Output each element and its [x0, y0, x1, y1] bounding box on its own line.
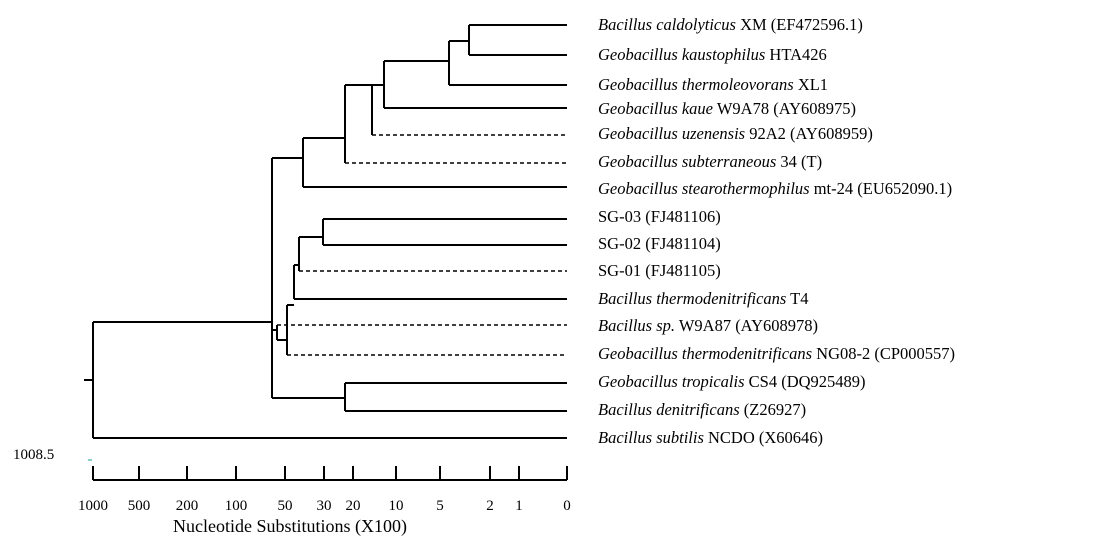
taxon-species-name: Bacillus sp. — [598, 316, 675, 335]
axis-tick-label: 5 — [436, 498, 444, 514]
taxon-labels: Bacillus caldolyticus XM (EF472596.1) Geo… — [598, 15, 955, 447]
axis-tick-label: 200 — [176, 498, 199, 514]
axis-tick-label: 1 — [515, 498, 523, 514]
taxon-species-name: Bacillus caldolyticus — [598, 15, 736, 34]
taxon-label: Bacillus denitrificans (Z26927) — [598, 400, 806, 419]
taxon-label: Geobacillus thermodenitrificans NG08-2 (… — [598, 344, 955, 363]
taxon-label: Bacillus sp. W9A87 (AY608978) — [598, 316, 818, 335]
taxon-label: Geobacillus thermoleovorans XL1 — [598, 75, 828, 94]
taxon-label: Bacillus caldolyticus XM (EF472596.1) — [598, 15, 863, 34]
taxon-label: Geobacillus stearothermophilus mt-24 (EU… — [598, 179, 952, 198]
scale-axis: 1000 500 200 100 50 30 20 10 5 2 1 0 Nucleotide Sub… — [78, 466, 571, 537]
taxon-species-name: Geobacillus kaue — [598, 99, 713, 118]
taxon-label: Geobacillus kaue W9A78 (AY608975) — [598, 99, 856, 118]
taxon-species-name: Geobacillus thermodenitrificans — [598, 344, 812, 363]
taxon-species-name: Bacillus denitrificans — [598, 400, 740, 419]
taxon-label: Bacillus thermodenitrificans T4 — [598, 289, 809, 308]
taxon-species-name: Geobacillus subterraneous — [598, 152, 776, 171]
taxon-strain: SG-01 (FJ481105) — [598, 261, 721, 280]
taxon-species-name: Geobacillus stearothermophilus — [598, 179, 810, 198]
taxon-strain: XL1 — [794, 75, 828, 94]
taxon-strain: (Z26927) — [740, 400, 806, 419]
taxon-label: Geobacillus tropicalis CS4 (DQ925489) — [598, 372, 866, 391]
taxon-species-name: Geobacillus thermoleovorans — [598, 75, 794, 94]
axis-tick-label: 100 — [225, 498, 248, 514]
axis-tick-label: 0 — [563, 498, 571, 514]
taxon-strain: 34 (T) — [776, 152, 822, 171]
taxon-species-name: Geobacillus uzenensis — [598, 124, 745, 143]
taxon-strain: XM (EF472596.1) — [736, 15, 863, 34]
taxon-strain: W9A87 (AY608978) — [675, 316, 818, 335]
axis-title: Nucleotide Substitutions (X100) — [173, 516, 407, 537]
root-value-label: 1008.5 — [13, 447, 54, 463]
taxon-label: Geobacillus kaustophilus HTA426 — [598, 45, 827, 64]
taxon-label: SG-01 (FJ481105) — [598, 261, 721, 280]
taxon-strain: CS4 (DQ925489) — [745, 372, 866, 391]
taxon-label: Geobacillus subterraneous 34 (T) — [598, 152, 822, 171]
taxon-strain: SG-02 (FJ481104) — [598, 234, 721, 253]
taxon-species-name: Bacillus thermodenitrificans — [598, 289, 786, 308]
taxon-label: Geobacillus uzenensis 92A2 (AY608959) — [598, 124, 873, 143]
taxon-strain: W9A78 (AY608975) — [713, 99, 856, 118]
taxon-strain: HTA426 — [765, 45, 826, 64]
axis-tick-label: 2 — [486, 498, 494, 514]
axis-tick-label: 30 — [317, 498, 332, 514]
taxon-strain: mt-24 (EU652090.1) — [810, 179, 953, 198]
taxon-strain: SG-03 (FJ481106) — [598, 207, 721, 226]
taxon-species-name: Geobacillus tropicalis — [598, 372, 745, 391]
axis-tick-label: 50 — [278, 498, 293, 514]
taxon-label: SG-02 (FJ481104) — [598, 234, 721, 253]
axis-tick-label: 20 — [346, 498, 361, 514]
taxon-strain: T4 — [786, 289, 808, 308]
taxon-species-name: Geobacillus kaustophilus — [598, 45, 765, 64]
taxon-strain: 92A2 (AY608959) — [745, 124, 873, 143]
taxon-strain: NCDO (X60646) — [704, 428, 823, 447]
taxon-label: Bacillus subtilis NCDO (X60646) — [598, 428, 823, 447]
taxon-strain: NG08-2 (CP000557) — [812, 344, 955, 363]
axis-tick-label: 1000 — [78, 498, 108, 514]
axis-tick-label: 500 — [128, 498, 151, 514]
axis-ticks: 1000 500 200 100 50 30 20 10 5 2 1 0 — [78, 466, 571, 514]
taxon-label: SG-03 (FJ481106) — [598, 207, 721, 226]
taxon-species-name: Bacillus subtilis — [598, 428, 704, 447]
axis-tick-label: 10 — [389, 498, 404, 514]
